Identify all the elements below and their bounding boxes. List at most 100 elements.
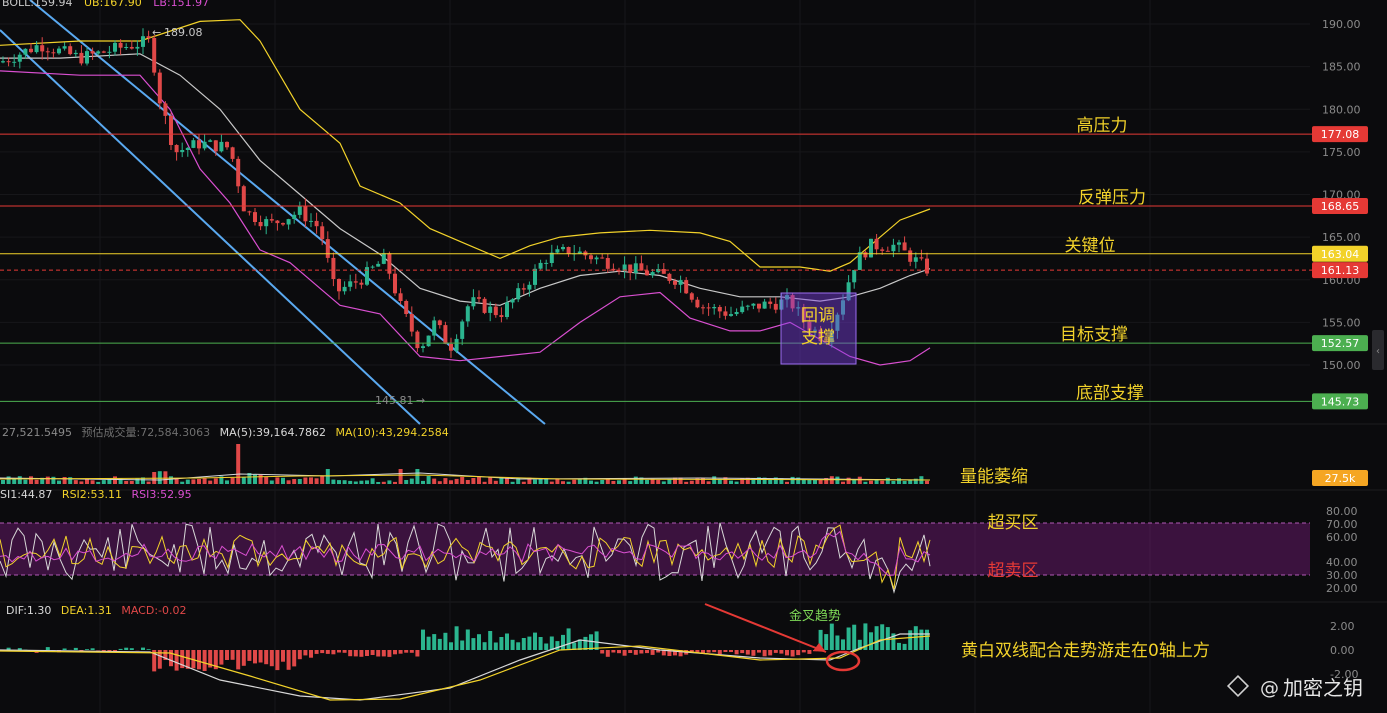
rsi-legend: SI1:44.87 RSI2:53.11 RSI3:52.95 — [0, 488, 192, 501]
volume-bar — [555, 478, 560, 484]
volume-bar — [23, 479, 28, 484]
macd-bar — [202, 650, 207, 671]
macd-bar — [236, 650, 241, 670]
volume-bar — [213, 478, 218, 484]
candle-body — [241, 186, 246, 212]
candle-body — [314, 220, 319, 227]
macd-bar — [157, 650, 162, 669]
volume-bar — [297, 479, 302, 484]
volume-bar — [174, 479, 179, 484]
volume-bar — [801, 478, 806, 484]
volume-bar — [286, 480, 291, 484]
macd-bar — [841, 639, 845, 650]
macd-bar — [628, 650, 633, 653]
volume-bar — [107, 479, 112, 484]
volume-bar — [404, 480, 409, 484]
boll-upper-value: UB:167.90 — [84, 0, 142, 9]
candle-body — [62, 46, 67, 49]
volume-bar — [6, 476, 11, 484]
price-tick-label: 150.00 — [1322, 359, 1361, 372]
candle-body — [527, 284, 532, 290]
rsi-tick-label: 40.00 — [1326, 556, 1358, 569]
volume-bar — [740, 478, 745, 484]
macd-bar — [521, 638, 526, 650]
volume-bar — [538, 478, 543, 484]
candle-body — [342, 286, 347, 292]
macd-bar — [124, 647, 129, 650]
volume-bar — [29, 476, 33, 484]
candle-body — [488, 306, 493, 313]
candle-body — [348, 281, 353, 287]
volume-bar — [701, 478, 705, 484]
descending-channel — [0, 0, 546, 425]
candle-body — [852, 270, 857, 283]
candle-body — [925, 258, 929, 274]
price-tick-label: 155.00 — [1322, 316, 1361, 329]
candle-body — [320, 226, 325, 240]
volume-bar — [421, 480, 425, 484]
macd-bar — [141, 647, 145, 650]
macd-bar — [801, 650, 806, 653]
macd-bar — [863, 623, 868, 650]
volume-bar — [779, 478, 784, 484]
volume-bar — [73, 480, 78, 484]
candle-body — [471, 297, 476, 307]
volume-bar — [113, 476, 117, 484]
candle-body — [1, 61, 5, 63]
candle-body — [493, 306, 498, 316]
candle-body — [857, 252, 862, 270]
volume-bar — [544, 478, 549, 484]
macd-bar — [471, 638, 476, 650]
candle-body — [264, 219, 269, 227]
rsi2-value: RSI2:53.11 — [62, 488, 122, 501]
macd-bar — [482, 642, 487, 650]
macd-bar — [829, 623, 834, 650]
volume-bar — [449, 480, 453, 484]
macd-bar — [292, 650, 297, 667]
scroll-handle[interactable] — [1372, 330, 1384, 370]
macd-bar — [460, 640, 465, 650]
volume-bar — [57, 480, 61, 484]
volume-bar — [101, 480, 106, 484]
macd-bar — [409, 650, 414, 653]
candle-body — [639, 263, 644, 271]
volume-bar — [348, 480, 353, 484]
candle-body — [96, 51, 101, 54]
volume-bar — [409, 478, 414, 484]
volume-bar — [488, 476, 493, 484]
macd-bar — [275, 650, 280, 671]
macd-bar — [348, 650, 353, 657]
price-level-badge-text: 168.65 — [1321, 200, 1360, 213]
candle-body — [589, 255, 593, 260]
macd-bar — [197, 650, 201, 670]
macd-bar — [645, 650, 649, 654]
rsi-oversold-annotation: 超卖区 — [988, 561, 1039, 581]
volume-bar — [583, 477, 588, 484]
candle-body — [404, 301, 409, 314]
level-labels: 高压力 177.08 反弹压力 168.65 关键位 163.04 161.13 目标支撑 15… — [1060, 116, 1368, 410]
price-tick-label: 175.00 — [1322, 146, 1361, 159]
candle-body — [734, 312, 739, 315]
macd-bar — [477, 634, 481, 650]
macd-bar — [745, 650, 750, 655]
candle-body — [68, 46, 73, 55]
macd-bar — [404, 650, 409, 653]
macd-bar — [421, 629, 425, 650]
candle-body — [678, 280, 683, 285]
macd-bar — [740, 650, 745, 654]
price-level-badge-text: 161.13 — [1321, 264, 1360, 277]
volume-bar — [925, 480, 929, 484]
candle-body — [169, 115, 173, 145]
rsi-tick-label: 80.00 — [1326, 505, 1358, 518]
candle-body — [163, 103, 168, 116]
price-tick-label: 165.00 — [1322, 231, 1361, 244]
volume-bar — [415, 469, 420, 484]
volume-bar — [516, 477, 521, 484]
macd-bar — [449, 642, 453, 650]
candle-body — [538, 262, 543, 269]
volume-bar — [90, 480, 95, 484]
candle-body — [253, 212, 257, 222]
macd-bar — [633, 650, 638, 655]
candle-body — [869, 238, 873, 258]
